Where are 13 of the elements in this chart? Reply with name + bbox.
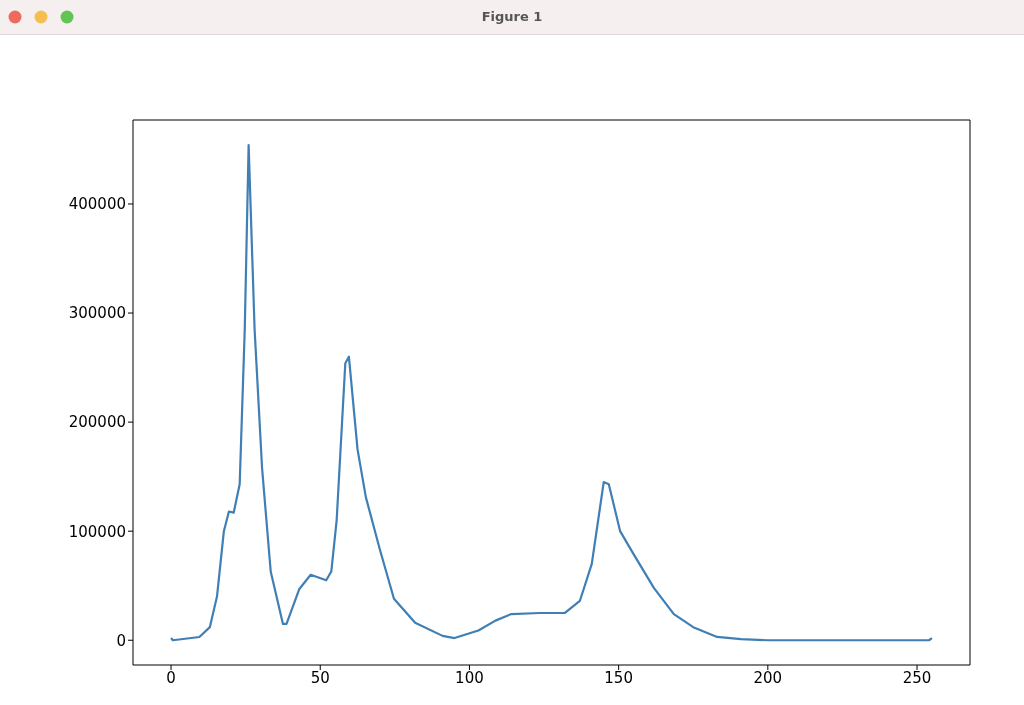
y-tick-label: 200000 (68, 413, 126, 432)
x-tick-label: 50 (310, 668, 330, 687)
chart-title: Figure 1 (0, 0, 1024, 34)
line-series (169, 143, 934, 642)
x-tick-label: 200 (753, 668, 783, 687)
x-tick-label: 150 (604, 668, 633, 687)
y-tick-label: 100000 (68, 522, 126, 541)
y-tick-label: 400000 (68, 195, 126, 214)
x-tick-label: 250 (902, 668, 932, 687)
y-tick-label: 300000 (68, 304, 126, 323)
x-tick-label: 0 (166, 668, 176, 687)
x-tick-label: 100 (455, 668, 484, 687)
y-tick-label: 0 (116, 631, 126, 650)
